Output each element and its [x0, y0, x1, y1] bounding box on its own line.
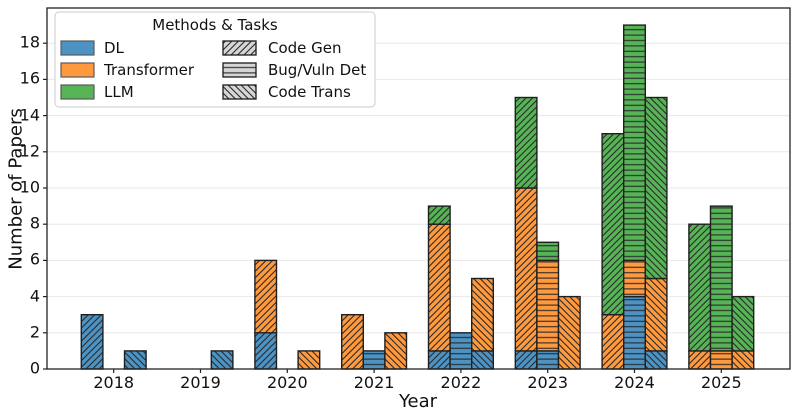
- x-axis-label: Year: [398, 391, 438, 412]
- legend-swatch-task-hatch: [222, 84, 257, 100]
- bar-segment-hatch: [536, 260, 559, 351]
- y-tick-label: 0: [29, 358, 40, 378]
- legend-swatch-method: [60, 40, 95, 56]
- legend-label-dl: DL: [104, 39, 124, 57]
- bar-segment-hatch: [645, 278, 667, 351]
- legend-title: Methods & Tasks: [152, 16, 278, 34]
- bar-segment-hatch: [602, 133, 624, 315]
- legend-swatch-method: [60, 62, 95, 78]
- bar-segment-hatch: [428, 206, 451, 225]
- bar-segment-hatch: [515, 350, 537, 369]
- x-tick-label: 2022: [440, 373, 482, 392]
- bar-segment-hatch: [732, 350, 754, 369]
- bar-segment-hatch: [254, 260, 277, 333]
- bar-segment-edge: [471, 277, 495, 352]
- x-tick-label: 2020: [266, 373, 308, 392]
- bar-segment-edge: [644, 96, 668, 280]
- bar-segment-hatch: [81, 314, 103, 369]
- bar-segment-hatch: [645, 350, 667, 369]
- y-tick-label: 10: [19, 177, 40, 197]
- x-tick-label: 2018: [93, 373, 135, 392]
- bar-segment-hatch: [710, 350, 733, 369]
- x-tick-label: 2019: [180, 373, 221, 392]
- legend-frame: [54, 11, 376, 108]
- y-tick-label: 16: [19, 68, 40, 88]
- bar-segment-hatch: [298, 350, 320, 369]
- y-tick-label: 18: [19, 32, 40, 52]
- x-tick-label: 2021: [353, 373, 395, 392]
- gridlines: [47, 42, 790, 334]
- y-tick-label: 4: [29, 286, 40, 306]
- bar-segment-edge: [514, 96, 538, 189]
- legend-box: [54, 11, 376, 108]
- legend-label-code-gen: Code Gen: [268, 39, 342, 57]
- y-tick-label: 8: [29, 213, 40, 233]
- bar-segment-hatch: [450, 332, 472, 369]
- bar-segment-hatch: [536, 350, 559, 369]
- bar-segment-hatch: [710, 206, 733, 351]
- legend-swatch-task-hatch: [222, 40, 257, 56]
- bar-segment-edge: [427, 205, 451, 225]
- bar-segment-hatch: [515, 188, 537, 351]
- bar-segment-hatch: [602, 314, 624, 369]
- legend-swatch-task-hatch: [222, 62, 257, 78]
- bar-segment-hatch: [623, 25, 646, 261]
- bar-segment-hatch: [363, 350, 385, 369]
- legend-label-llm: LLM: [104, 83, 134, 101]
- bar-segment-hatch: [341, 314, 364, 369]
- bar-segment-hatch: [428, 224, 451, 351]
- bar-segment-hatch: [254, 332, 277, 369]
- bar-segment-hatch: [471, 278, 494, 351]
- bar-segment-hatch: [211, 350, 233, 369]
- bar-segment-hatch: [688, 224, 711, 351]
- y-tick-label: 14: [19, 105, 40, 125]
- bar-segment-hatch: [732, 296, 754, 351]
- bar-segment-hatch: [124, 350, 147, 369]
- bar-segment-hatch: [688, 350, 711, 369]
- bar-segment-hatch: [515, 97, 537, 188]
- bar-segment-hatch: [384, 332, 407, 369]
- y-tick-label: 12: [19, 141, 40, 161]
- bar-segment-hatch: [558, 296, 581, 369]
- bar-segment-edge: [709, 205, 733, 352]
- bar-segment-hatch: [536, 242, 559, 261]
- bars: [80, 24, 755, 370]
- bar-segment-edge: [536, 241, 560, 262]
- bar-segment-hatch: [645, 97, 667, 279]
- y-tick-label: 2: [29, 322, 40, 342]
- axis-ticks: [43, 42, 722, 373]
- x-tick-label: 2023: [527, 373, 569, 392]
- legend-label-code-trans: Code Trans: [268, 83, 351, 101]
- bar-segment-edge: [254, 259, 278, 334]
- legend-swatch-method: [60, 84, 95, 100]
- bar-segment-hatch: [623, 296, 646, 369]
- x-tick-label: 2025: [700, 373, 742, 392]
- bar-segment-edge: [731, 295, 755, 352]
- x-tick-label: 2024: [614, 373, 655, 392]
- legend-label-bug-vuln-det: Bug/Vuln Det: [268, 61, 367, 79]
- bar-segment-hatch: [623, 260, 646, 297]
- bar-segment-hatch: [471, 350, 494, 369]
- bar-segment-hatch: [428, 350, 451, 369]
- y-tick-label: 6: [29, 249, 40, 269]
- legend-label-transformer: Transformer: [104, 61, 195, 79]
